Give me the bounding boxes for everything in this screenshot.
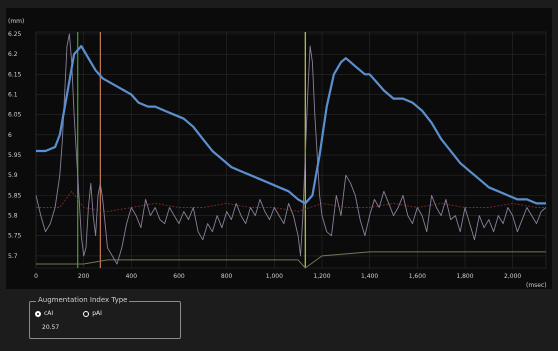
y-tick-label: 6.2 [8,51,18,58]
y-tick-label: 6 [8,132,12,139]
radio-cai-label: cAI [44,310,54,317]
x-tick-label: 800 [221,273,233,280]
x-tick-label: 1,200 [313,273,330,280]
augmentation-index-title: Augmentation Index Type [36,295,130,305]
y-ticks: 6.25 6.2 6.15 6.1 6.05 6 5.95 5.9 5.85 5.8 5.75 5.7 [8,31,22,260]
series-lower [36,251,546,269]
radio-cai[interactable]: cAI [35,310,53,317]
x-tick-label: 1,400 [361,273,378,280]
y-tick-label: 5.7 [8,253,18,260]
x-tick-label: 1,000 [266,273,283,280]
x-ticks: 0 200 400 600 800 1,000 1,200 1,400 1,600 1,800 2,… [34,273,521,280]
y-tick-label: 5.85 [8,192,22,199]
augmentation-index-options: cAI pAI [35,310,102,317]
radio-pai-indicator[interactable] [83,310,90,317]
radio-pai-label: pAI [92,310,102,317]
x-tick-label: 600 [173,273,185,280]
series-derivative [35,33,547,265]
y-unit-label: (mm) [8,18,24,25]
series-diameter [36,44,546,205]
y-tick-label: 5.75 [8,233,22,240]
y-tick-label: 5.9 [8,172,18,179]
chart-panel: 6.25 6.2 6.15 6.1 6.05 6 5.95 5.9 5.85 5.8 5.75 5.7… [6,8,552,289]
x-unit-label: (msec) [526,282,547,289]
x-tick-label: 200 [78,273,90,280]
radio-cai-indicator[interactable] [35,310,41,317]
series-lines [35,33,547,269]
plot-frame [35,31,547,269]
marker-lines [77,32,306,268]
y-tick-label: 5.8 [8,213,18,220]
y-tick-label: 5.95 [8,152,22,159]
x-tick-label: 1,800 [456,273,473,280]
y-tick-label: 6.1 [8,92,18,99]
x-tick-label: 1,600 [409,273,426,280]
x-tick-label: 0 [34,273,38,280]
augmentation-index-value: 20.57 [42,324,60,331]
y-tick-label: 6.05 [8,112,22,119]
x-tick-label: 2,000 [504,273,521,280]
x-tick-label: 400 [126,273,138,280]
grid [35,31,547,269]
augmentation-index-group: Augmentation Index Type cAI pAI 20.57 [29,295,181,339]
y-tick-label: 6.15 [8,71,22,78]
waveform-chart: 6.25 6.2 6.15 6.1 6.05 6 5.95 5.9 5.85 5.8 5.75 5.7… [8,18,547,289]
radio-pai[interactable]: pAI [83,310,102,317]
y-tick-label: 6.25 [8,31,22,38]
